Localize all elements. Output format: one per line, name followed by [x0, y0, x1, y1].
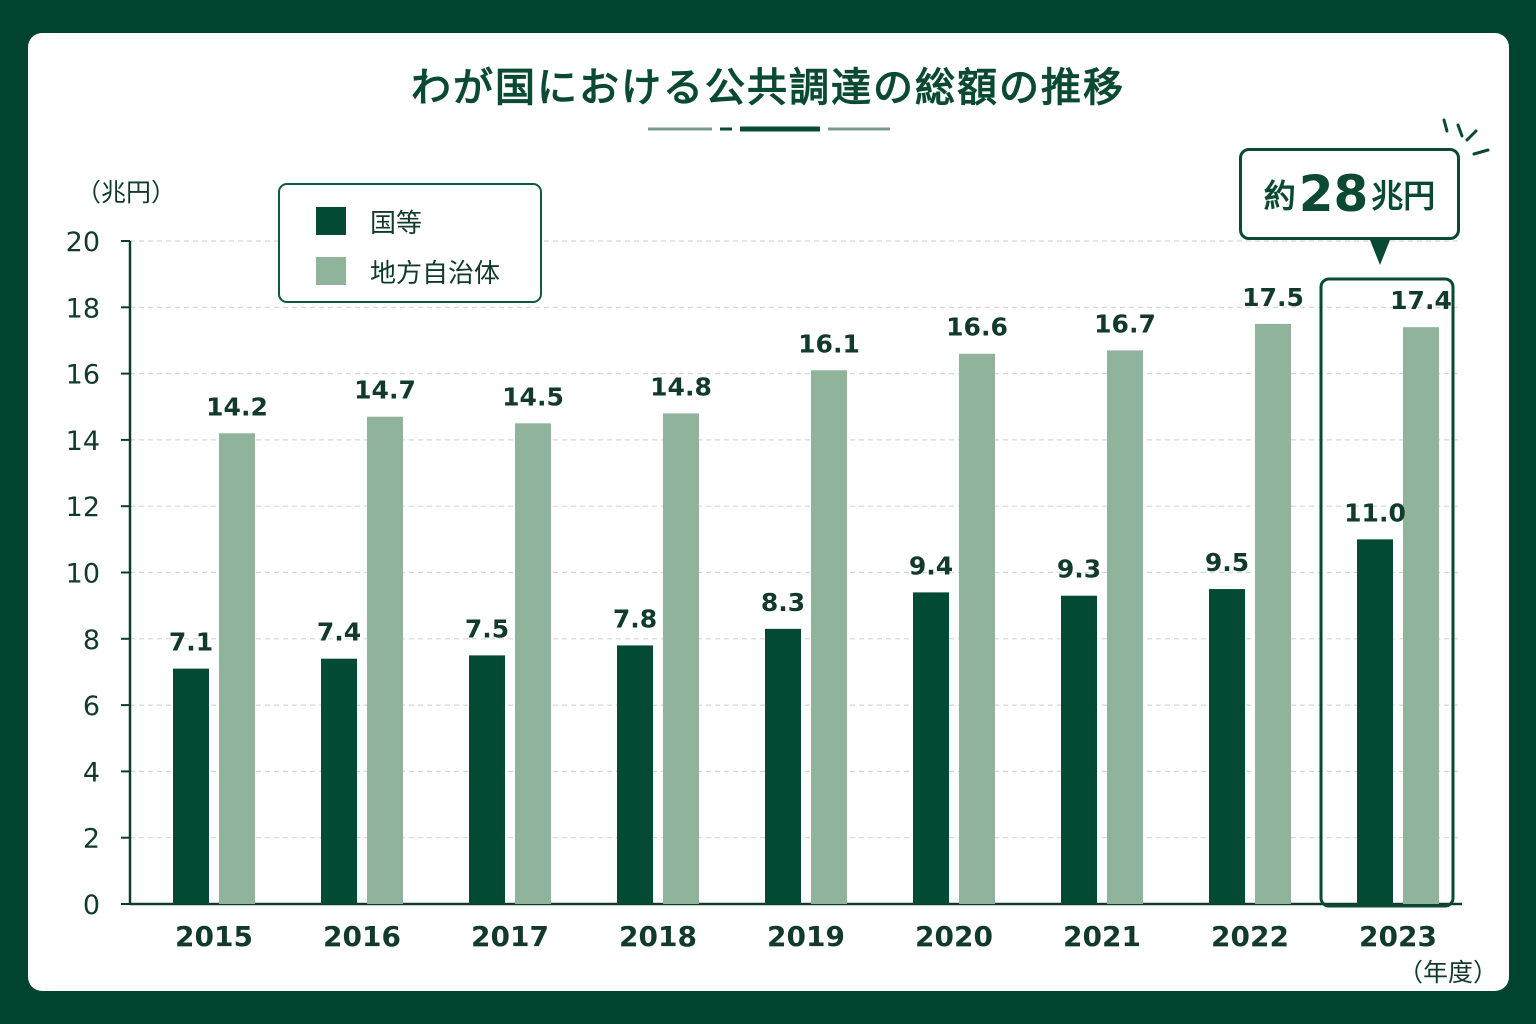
bar-national	[1357, 539, 1393, 904]
bar-national	[321, 658, 357, 904]
data-label-national: 7.1	[169, 628, 213, 657]
x-tick-label: 2021	[1063, 920, 1141, 953]
x-tick-label: 2019	[767, 920, 845, 953]
chart-title: わが国における公共調達の総額の推移	[411, 65, 1125, 111]
data-label-local: 16.1	[798, 329, 860, 358]
bar-national	[173, 668, 209, 904]
data-label-national: 9.5	[1205, 548, 1249, 577]
legend-label-local: 地方自治体	[370, 258, 501, 289]
data-label-national: 8.3	[761, 588, 805, 617]
bar-local	[959, 353, 995, 905]
data-label-national: 9.3	[1057, 555, 1101, 584]
y-tick-label: 20	[66, 227, 100, 258]
callout-suffix: 兆円	[1371, 177, 1436, 215]
y-tick-label: 4	[83, 757, 100, 788]
data-label-local: 17.4	[1390, 286, 1452, 315]
data-label-national: 7.4	[317, 618, 361, 647]
data-label-local: 16.7	[1094, 309, 1156, 338]
y-tick-label: 12	[66, 492, 100, 523]
bar-national	[913, 592, 949, 904]
data-label-local: 14.5	[502, 382, 564, 411]
sparkle-decoration	[1442, 118, 1490, 156]
y-tick-label: 8	[83, 625, 100, 656]
bars-layer	[173, 323, 1439, 905]
labels-layer: 2015 7.1 14.2 2016 7.4 14.7 2017 7.5 14.5 2018 7.8…	[169, 283, 1452, 953]
bar-local	[1107, 350, 1143, 904]
bar-national	[1209, 589, 1245, 904]
bar-national	[1061, 595, 1097, 904]
legend-swatch-local	[316, 257, 346, 285]
legend-label-national: 国等	[370, 208, 423, 239]
bar-local	[515, 423, 551, 904]
x-tick-label: 2023	[1359, 920, 1437, 953]
data-label-local: 14.7	[354, 376, 416, 405]
legend-swatch-national	[316, 207, 346, 235]
bar-national	[765, 628, 801, 904]
callout-total: 約 28 兆円	[1239, 148, 1460, 240]
bar-local	[1403, 327, 1439, 904]
data-label-national: 7.5	[465, 614, 509, 643]
x-axis-unit: （年度）	[1398, 958, 1499, 987]
x-tick-label: 2016	[323, 920, 401, 953]
bar-local	[1255, 323, 1291, 904]
x-tick-label: 2020	[915, 920, 993, 953]
bar-national	[469, 655, 505, 904]
data-label-national: 11.0	[1344, 498, 1406, 527]
legend-item-national: 国等	[316, 205, 423, 239]
data-label-national: 9.4	[909, 551, 953, 580]
legend: 国等 地方自治体	[278, 183, 542, 303]
y-tick-label: 18	[66, 293, 100, 324]
data-label-local: 16.6	[946, 313, 1008, 342]
y-tick-label: 16	[66, 360, 100, 391]
x-tick-label: 2018	[619, 920, 697, 953]
callout-prefix: 約	[1263, 177, 1296, 215]
highlight-box-2023	[1319, 277, 1455, 908]
bar-local	[367, 416, 403, 904]
y-axis-unit: （兆円）	[76, 178, 177, 207]
x-tick-label: 2015	[175, 920, 253, 953]
callout-number: 28	[1298, 165, 1369, 223]
y-tick-label: 0	[83, 890, 100, 921]
y-tick-label: 2	[83, 824, 100, 855]
bar-local	[663, 413, 699, 904]
bar-local	[219, 433, 255, 904]
data-label-local: 14.8	[650, 372, 712, 401]
data-label-local: 14.2	[206, 392, 268, 421]
y-tick-label: 14	[66, 426, 100, 457]
legend-item-local: 地方自治体	[316, 255, 501, 289]
bar-national	[617, 645, 653, 904]
data-label-national: 7.8	[613, 604, 657, 633]
y-tick-label: 6	[83, 691, 100, 722]
data-label-local: 17.5	[1242, 283, 1304, 312]
axis-layer: 0 2 4 6 8 10 12 14 16 18 20	[66, 227, 1462, 921]
bar-local	[811, 370, 847, 904]
x-tick-label: 2017	[471, 920, 549, 953]
callout-pointer	[1370, 240, 1390, 265]
y-tick-label: 10	[66, 559, 100, 590]
x-tick-label: 2022	[1211, 920, 1289, 953]
